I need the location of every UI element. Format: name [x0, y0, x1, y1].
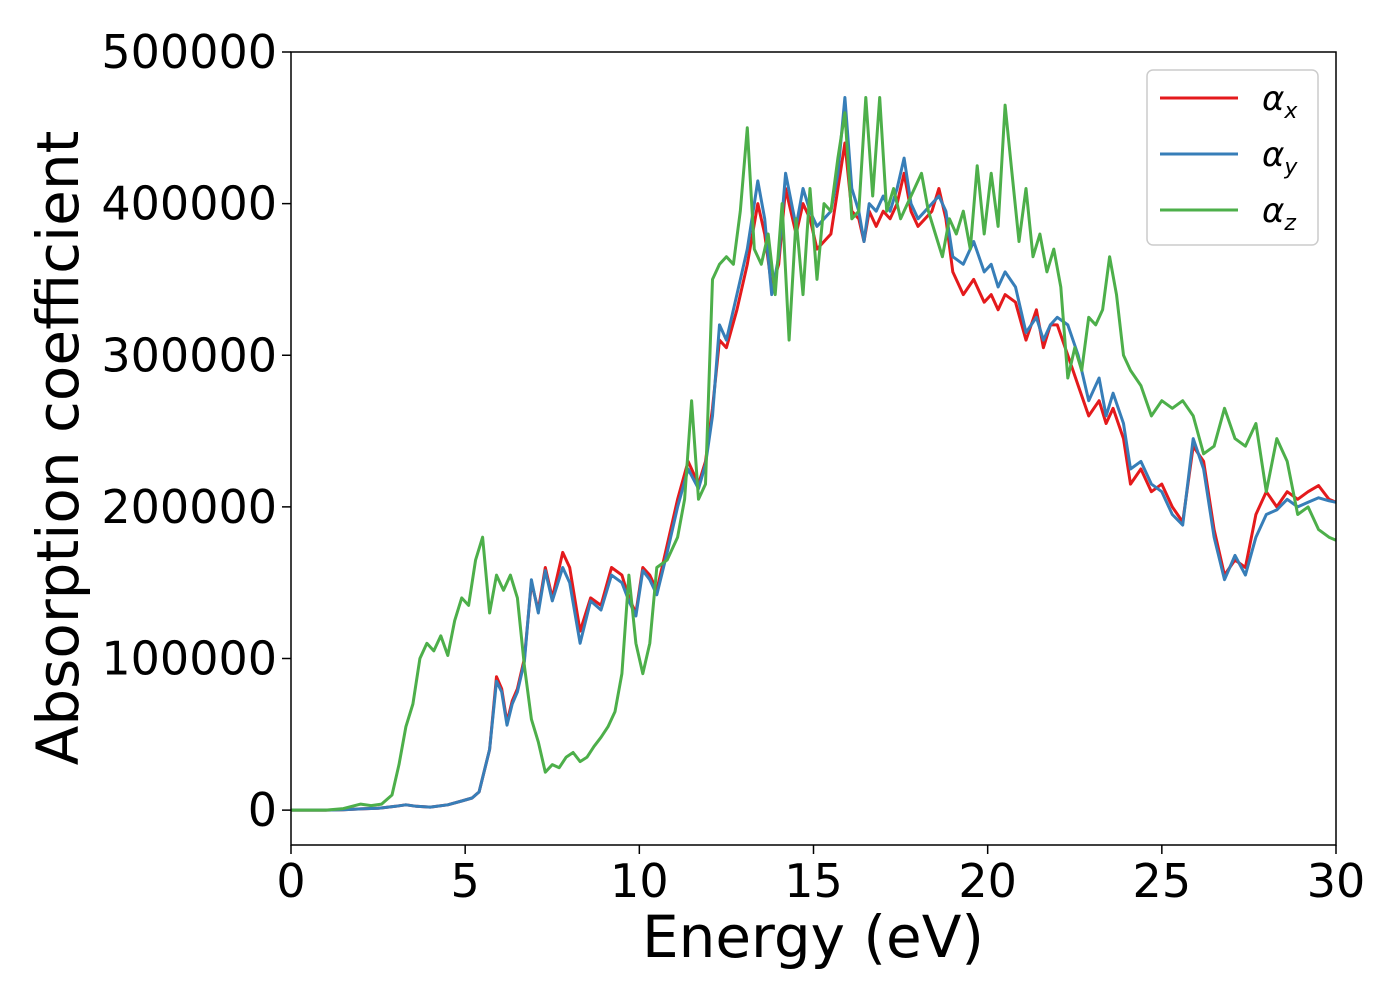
x-axis: 0 5 10 15 20 25 30	[276, 845, 1365, 908]
series-line-z	[291, 96, 1337, 812]
x-axis-title: Energy (eV)	[642, 903, 984, 971]
x-tick-label: 10	[610, 854, 669, 908]
y-tick-label: 400000	[101, 177, 277, 231]
legend-items: αx αy αz	[1160, 79, 1298, 236]
y-tick-label: 100000	[101, 632, 277, 686]
legend: αx αy αz	[1146, 69, 1319, 246]
y-tick-label: 200000	[101, 480, 277, 534]
y-axis: 0 100000 200000 300000 400000 500000	[101, 25, 291, 837]
x-tick-label: 25	[1133, 854, 1192, 908]
legend-label-y: αy	[1262, 135, 1298, 180]
x-tick-label: 20	[958, 854, 1017, 908]
legend-box	[1146, 69, 1319, 246]
y-tick-label: 0	[248, 783, 277, 837]
x-tick-label: 15	[784, 854, 843, 908]
y-axis-title: Absorption coefficient	[24, 131, 92, 766]
series-layer	[291, 96, 1337, 812]
legend-label-x: αx	[1262, 79, 1298, 124]
x-tick-label: 30	[1307, 854, 1366, 908]
x-tick-label: 0	[276, 854, 305, 908]
x-tick-label: 5	[451, 854, 480, 908]
legend-label-z: αz	[1262, 191, 1296, 236]
y-tick-label: 500000	[101, 25, 277, 79]
y-tick-label: 300000	[101, 328, 277, 382]
